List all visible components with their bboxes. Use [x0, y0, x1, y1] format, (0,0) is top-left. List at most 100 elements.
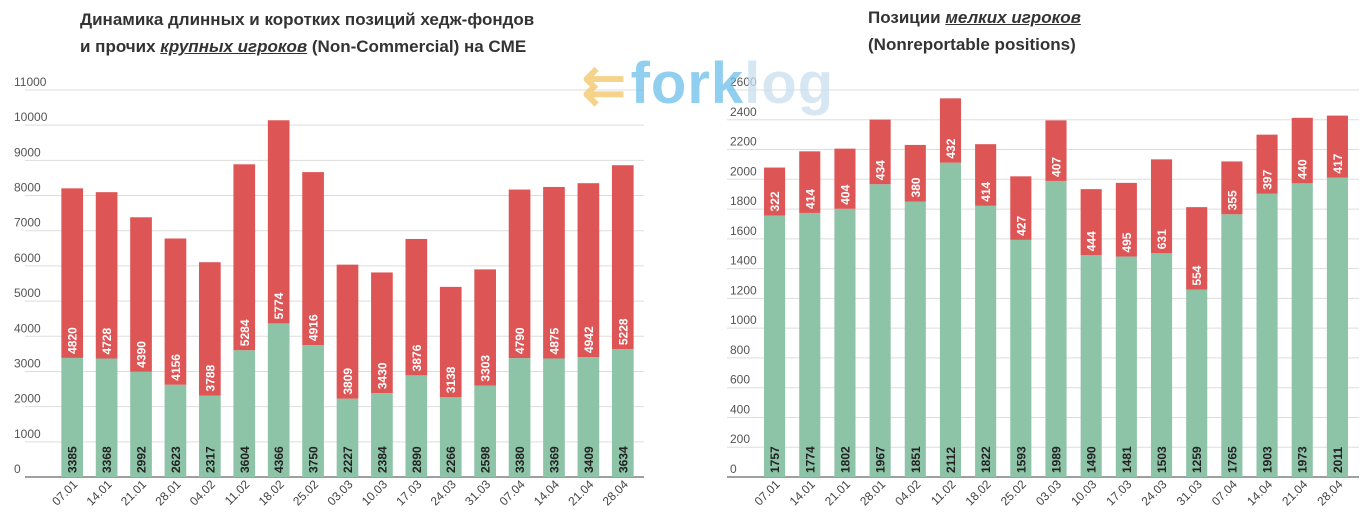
left-data-label-long: 2992 — [135, 446, 149, 473]
left-data-label-short: 4390 — [135, 341, 149, 368]
right-bar-long — [1186, 289, 1208, 477]
left-data-label-short: 3876 — [410, 344, 424, 371]
left-y-tick-label: 2000 — [14, 392, 41, 406]
right-data-label-short: 414 — [979, 181, 993, 201]
right-data-label-long: 1481 — [1120, 446, 1134, 473]
left-x-tick-label: 21.04 — [565, 477, 596, 508]
left-bar-short — [336, 264, 359, 399]
right-data-label-short: 407 — [1050, 157, 1064, 177]
left-bar-short — [543, 186, 565, 359]
right-data-label-short: 322 — [768, 191, 782, 211]
left-data-label-long: 3750 — [307, 446, 321, 473]
right-bar-long — [869, 184, 891, 478]
left-chart-title: Динамика длинных и коротких позиций хедж… — [80, 6, 534, 60]
left-bar-short — [199, 262, 221, 396]
right-bar-long — [834, 208, 856, 477]
left-bar-long — [267, 323, 290, 477]
left-x-tick-label: 25.02 — [290, 477, 321, 508]
right-bar-long — [975, 205, 997, 477]
left-data-label-long: 2266 — [444, 446, 458, 473]
right-data-label-short: 554 — [1190, 265, 1204, 285]
right-bar-short — [799, 151, 821, 213]
right-data-label-long: 1989 — [1050, 446, 1064, 473]
right-bar-short — [975, 144, 997, 206]
right-x-tick-label: 25.02 — [998, 477, 1029, 508]
right-x-tick-label: 21.01 — [822, 477, 853, 508]
left-data-label-long: 2317 — [203, 446, 217, 473]
right-bar-short — [904, 144, 926, 202]
left-data-label-short: 4728 — [100, 327, 114, 354]
right-bar-short — [1115, 182, 1137, 257]
left-y-tick-label: 4000 — [14, 321, 41, 335]
right-bar-long — [764, 215, 786, 478]
right-bar-long — [939, 162, 962, 478]
right-bar-short — [1221, 161, 1243, 215]
right-x-tick-label: 28.01 — [857, 477, 888, 508]
left-x-tick-label: 28.04 — [600, 477, 631, 508]
right-data-label-short: 417 — [1331, 153, 1345, 173]
left-y-tick-label: 3000 — [14, 356, 41, 370]
left-title-line2-prefix: и прочих — [80, 37, 161, 56]
left-x-tick-label: 07.01 — [49, 477, 80, 508]
right-data-label-long: 1967 — [874, 446, 888, 473]
left-bar-long — [611, 349, 634, 477]
left-bar-short — [577, 183, 600, 358]
left-x-tick-label: 11.02 — [222, 477, 253, 508]
left-bar-long — [371, 393, 393, 477]
right-bar-long — [1291, 183, 1313, 477]
right-bar-short — [1080, 189, 1102, 256]
right-bar-long — [1080, 255, 1102, 477]
right-x-tick-label: 28.04 — [1314, 477, 1345, 508]
right-y-tick-label: 2000 — [730, 164, 757, 178]
right-data-label-long: 2011 — [1331, 447, 1345, 473]
right-data-label-long: 1903 — [1261, 446, 1275, 473]
left-data-label-long: 3604 — [238, 446, 252, 473]
left-y-tick-label: 1000 — [14, 427, 41, 441]
left-title-line1: Динамика длинных и коротких позиций хедж… — [80, 10, 535, 29]
left-data-label-short: 3138 — [444, 366, 458, 393]
left-y-tick-label: 6000 — [14, 251, 41, 265]
left-bar-short — [164, 238, 187, 385]
left-x-tick-label: 10.03 — [359, 477, 390, 508]
right-bar-short — [834, 148, 856, 209]
forklog-arrow-icon: ⇇ — [582, 57, 627, 115]
right-data-label-long: 1259 — [1190, 446, 1204, 473]
right-y-tick-label: 1200 — [730, 283, 757, 297]
right-y-tick-label: 2600 — [730, 75, 757, 89]
right-data-label-short: 427 — [1014, 216, 1028, 236]
left-bar-long — [164, 384, 187, 477]
right-y-tick-label: 200 — [730, 432, 750, 446]
right-bar-short — [1326, 115, 1348, 178]
right-data-label-short: 444 — [1085, 231, 1099, 251]
left-bar-long — [95, 358, 118, 477]
right-y-tick-label: 400 — [730, 402, 750, 416]
left-data-label-short: 3430 — [375, 362, 389, 389]
right-data-label-short: 434 — [874, 160, 888, 180]
left-data-label-long: 2227 — [341, 446, 355, 473]
right-bar-long — [1150, 253, 1173, 477]
right-bar-long — [1256, 193, 1278, 477]
right-bar-short — [869, 119, 891, 185]
right-x-tick-label: 14.01 — [787, 477, 818, 508]
right-data-label-short: 414 — [803, 189, 817, 209]
right-chart-title: Позиции мелких игроков (Nonreportable po… — [868, 4, 1081, 58]
right-data-label-long: 1774 — [803, 446, 817, 473]
left-bar-short — [233, 164, 256, 351]
left-bar-long — [302, 345, 324, 477]
left-data-label-long: 3385 — [66, 446, 80, 473]
forklog-watermark: ⇇forklog — [582, 50, 834, 117]
right-x-tick-label: 24.03 — [1139, 477, 1170, 508]
right-data-label-short: 397 — [1261, 169, 1275, 189]
left-y-tick-label: 8000 — [14, 181, 41, 195]
left-bar-long — [543, 358, 565, 477]
right-x-tick-label: 17.03 — [1103, 477, 1134, 508]
left-bar-short — [61, 188, 84, 358]
right-x-tick-label: 03.03 — [1033, 477, 1064, 508]
left-x-tick-label: 14.04 — [531, 477, 562, 508]
right-data-label-long: 1765 — [1225, 446, 1239, 473]
watermark-log: log — [744, 51, 835, 116]
left-x-tick-label: 18.02 — [256, 477, 287, 508]
left-bar-short — [405, 238, 428, 376]
right-x-tick-label: 18.02 — [963, 477, 994, 508]
